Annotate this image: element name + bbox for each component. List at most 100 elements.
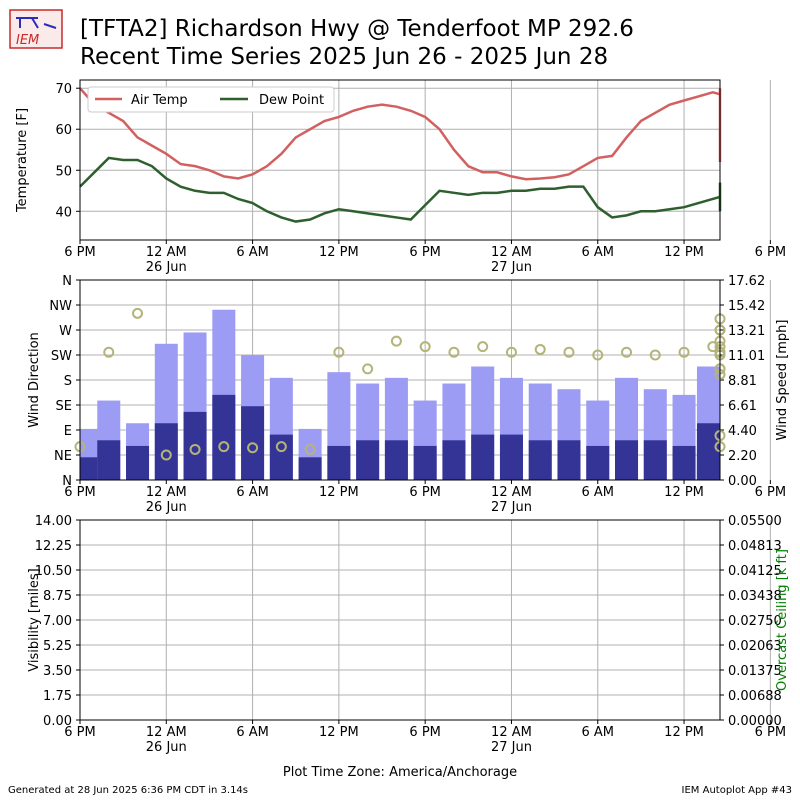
y2-tick-label: 0.00000 (728, 714, 782, 729)
wind-direction-point (189, 443, 201, 455)
y2-tick-label: 2.20 (728, 449, 757, 464)
legend-label-dew-point: Dew Point (259, 93, 324, 108)
wind-speed-bar (413, 445, 437, 480)
wind-speed-bar (615, 440, 639, 480)
wind-speed-bar (97, 440, 121, 480)
x-tick-label: 12 AM (491, 485, 532, 500)
y2-axis-label: Wind Speed [mph] (775, 320, 790, 441)
x-date-label: 26 Jun (146, 260, 187, 275)
autoplot-app-label: IEM Autoplot App #43 (681, 785, 792, 796)
legend-box (87, 86, 335, 113)
wind-speed-bar (327, 445, 351, 480)
x-tick-label: 6 AM (581, 725, 614, 740)
y-tick-label: 7.00 (43, 614, 72, 629)
wind-direction-point (621, 346, 633, 358)
y-tick-label: 70 (55, 82, 72, 97)
wind-speed-bar (471, 434, 495, 480)
y2-tick-label: 6.61 (728, 399, 757, 414)
wind-speed-bar (586, 445, 610, 480)
x-tick-label: 6 PM (64, 485, 95, 500)
y2-axis-label: Overcast Ceiling [k ft] (775, 549, 790, 691)
y-tick-label: 50 (55, 164, 72, 179)
wind-direction-point (247, 442, 259, 454)
y2-tick-label: 0.00 (728, 474, 757, 489)
x-tick-label: 6 PM (755, 725, 786, 740)
y-axis-label: Temperature [F] (15, 108, 30, 213)
wind-direction-point (592, 349, 604, 361)
y-tick-label: 60 (55, 123, 72, 138)
x-tick-label: 12 PM (664, 485, 704, 500)
legend-label-air-temp: Air Temp (131, 93, 188, 108)
wind-direction-point (103, 346, 115, 358)
y-tick-label: N (62, 474, 72, 489)
chart-title: [TFTA2] Richardson Hwy @ Tenderfoot MP 2… (80, 16, 634, 42)
y2-tick-label: 0.00688 (728, 689, 782, 704)
wind-direction-point (304, 443, 316, 455)
y2-tick-label: 11.01 (728, 349, 765, 364)
y-tick-label: NW (49, 299, 72, 314)
x-tick-label: 12 PM (319, 485, 359, 500)
wind-direction-point (132, 307, 144, 319)
y2-tick-label: 17.62 (728, 274, 765, 289)
generated-timestamp: Generated at 28 Jun 2025 6:36 PM CDT in … (8, 785, 249, 796)
wind-speed-bar (384, 440, 408, 480)
plot-frame (79, 79, 721, 241)
y-tick-label: 8.75 (43, 589, 72, 604)
y-tick-label: SW (51, 349, 72, 364)
y2-tick-label: 13.21 (728, 324, 765, 339)
x-tick-label: 6 AM (581, 485, 614, 500)
x-date-label: 26 Jun (146, 500, 187, 515)
wind-speed-bar (298, 457, 322, 480)
wind-direction-point (678, 346, 690, 358)
x-tick-label: 12 PM (319, 245, 359, 260)
wind-direction-point (505, 346, 517, 358)
y-tick-label: 0.00 (43, 714, 72, 729)
chart-subtitle: Recent Time Series 2025 Jun 26 - 2025 Ju… (80, 44, 609, 70)
y-tick-label: S (64, 374, 72, 389)
y-tick-label: 10.50 (35, 564, 72, 579)
y-tick-label: W (59, 324, 72, 339)
y2-tick-label: 0.04813 (728, 539, 782, 554)
wind-direction-point (534, 343, 546, 355)
wind-speed-bar (183, 411, 207, 480)
wind-direction-point (275, 441, 287, 453)
wind-speed-bar (212, 394, 236, 480)
wind-direction-point (707, 341, 719, 353)
wind-direction-point (419, 341, 431, 353)
wind-speed-bar (672, 445, 696, 480)
wind-speed-bar (154, 423, 178, 480)
wind-direction-point (333, 346, 345, 358)
y2-tick-label: 0.03438 (728, 589, 782, 604)
y-tick-label: 12.25 (35, 539, 72, 554)
y-axis-label: Visibility [miles] (27, 568, 42, 671)
x-tick-label: 6 PM (755, 245, 786, 260)
wind-speed-bar (528, 440, 552, 480)
x-tick-label: 6 PM (409, 245, 440, 260)
y-tick-label: 3.50 (43, 664, 72, 679)
y-tick-label: N (62, 274, 72, 289)
wind-direction-point (649, 349, 661, 361)
y-tick-label: SE (56, 399, 72, 414)
iem-logo: IEM (9, 9, 63, 49)
x-date-label: 27 Jun (491, 260, 532, 275)
time-zone-label: Plot Time Zone: America/Anchorage (283, 765, 517, 780)
x-tick-label: 6 AM (236, 245, 269, 260)
x-date-label: 27 Jun (491, 500, 532, 515)
y2-tick-label: 0.02750 (728, 614, 782, 629)
x-tick-label: 6 PM (64, 725, 95, 740)
wind-direction-point (362, 363, 374, 375)
wind-speed-bar (696, 423, 720, 480)
wind-direction-point (390, 335, 402, 347)
y2-tick-label: 8.81 (728, 374, 757, 389)
y-tick-label: 5.25 (43, 639, 72, 654)
x-tick-label: 6 PM (64, 245, 95, 260)
wind-direction-point (477, 341, 489, 353)
x-date-label: 27 Jun (491, 740, 532, 755)
wind-speed-bar (557, 440, 581, 480)
x-tick-label: 12 AM (146, 245, 187, 260)
wind-direction-point (563, 346, 575, 358)
x-tick-label: 6 PM (409, 485, 440, 500)
x-tick-label: 12 AM (146, 725, 187, 740)
x-tick-label: 12 AM (491, 245, 532, 260)
